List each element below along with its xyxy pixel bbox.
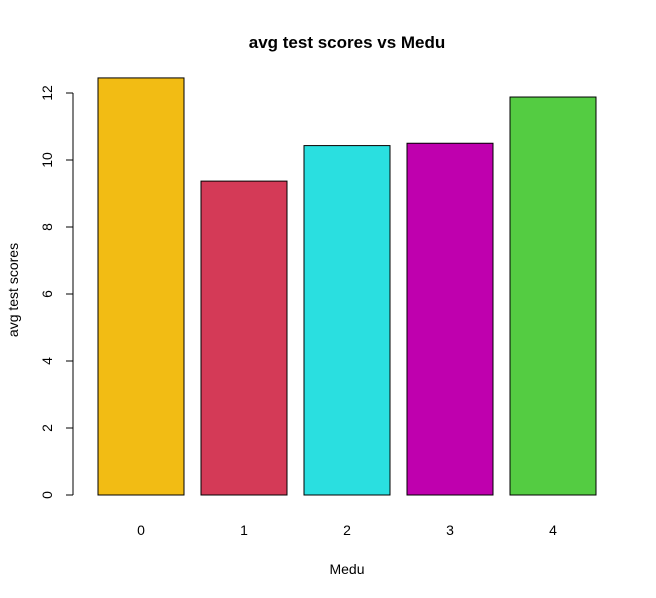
x-tick-label: 3 xyxy=(446,522,454,538)
x-axis-label: Medu xyxy=(329,561,364,577)
bar-3 xyxy=(406,142,494,496)
x-axis-ticks: 0 1 2 3 4 xyxy=(137,522,557,538)
y-tick-label: 6 xyxy=(39,290,55,298)
y-axis-label: avg test scores xyxy=(5,243,21,337)
y-tick-label: 10 xyxy=(39,152,55,168)
y-tick-label: 2 xyxy=(39,424,55,432)
y-tick-label: 12 xyxy=(39,85,55,101)
bar-0 xyxy=(97,77,185,496)
x-tick-label: 0 xyxy=(137,522,145,538)
bar-1 xyxy=(200,180,288,496)
y-axis: 0 2 4 6 8 10 12 xyxy=(39,85,74,499)
y-tick-label: 0 xyxy=(39,491,55,499)
chart-title: avg test scores vs Medu xyxy=(249,33,446,52)
x-tick-label: 4 xyxy=(549,522,557,538)
x-tick-label: 2 xyxy=(343,522,351,538)
x-tick-label: 1 xyxy=(240,522,248,538)
bar-2 xyxy=(303,145,391,496)
bar-4 xyxy=(509,96,597,496)
bars xyxy=(97,77,597,496)
y-tick-label: 8 xyxy=(39,223,55,231)
y-tick-label: 4 xyxy=(39,357,55,365)
